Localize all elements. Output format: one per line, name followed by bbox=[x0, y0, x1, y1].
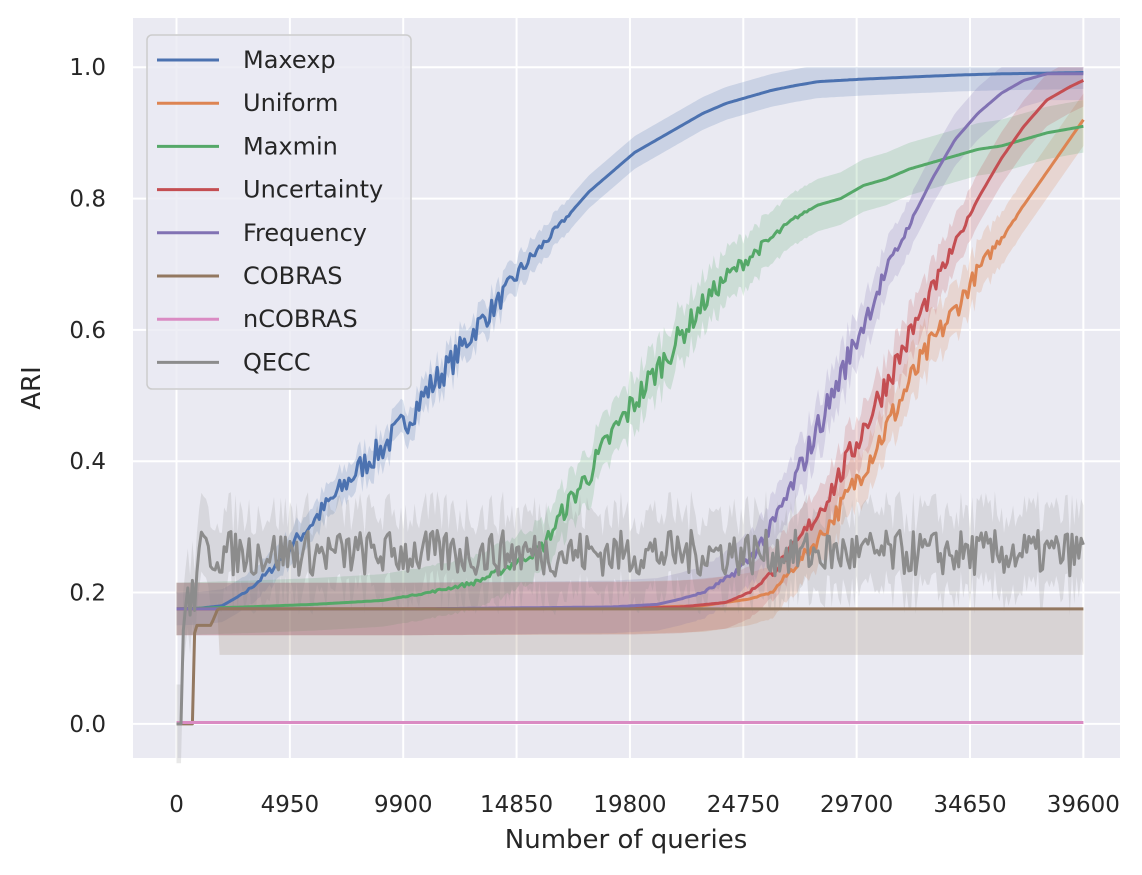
legend-label: Uniform bbox=[243, 89, 338, 117]
legend-label: Frequency bbox=[243, 219, 367, 247]
line-maxmin bbox=[176, 124, 1084, 611]
band-uniform bbox=[176, 93, 1084, 636]
x-tick-label: 39600 bbox=[1047, 792, 1120, 818]
x-tick-label: 29700 bbox=[820, 792, 893, 818]
legend: Maxexp Uniform Maxmin Uncertainty Frequency C… bbox=[146, 34, 412, 390]
x-tick-label: 34650 bbox=[933, 792, 1006, 818]
y-tick-label: 0.6 bbox=[69, 318, 106, 344]
x-tick-label: 19800 bbox=[593, 792, 666, 818]
legend-label: nCOBRAS bbox=[243, 305, 358, 333]
band-cobras bbox=[176, 608, 1084, 724]
band-frequency bbox=[176, 67, 1084, 636]
x-tick-label: 9900 bbox=[374, 792, 433, 818]
y-tick-label: 0.4 bbox=[69, 449, 106, 475]
legend-label: COBRAS bbox=[243, 262, 342, 290]
legend-label: Uncertainty bbox=[243, 176, 383, 204]
line-cobras bbox=[176, 607, 1084, 726]
x-tick-label: 0 bbox=[169, 792, 184, 818]
legend-label: QECC bbox=[243, 348, 311, 376]
y-tick-label: 0.0 bbox=[69, 712, 106, 738]
band-maxmin bbox=[176, 100, 1084, 636]
legend-box bbox=[146, 34, 412, 390]
x-tick-label: 4950 bbox=[261, 792, 320, 818]
x-tick-label: 24750 bbox=[707, 792, 780, 818]
y-tick-label: 0.8 bbox=[69, 187, 106, 213]
y-tick-label: 1.0 bbox=[69, 55, 106, 81]
line-qecc bbox=[176, 528, 1085, 726]
y-tick-label: 0.2 bbox=[69, 581, 106, 607]
legend-label: Maxmin bbox=[243, 132, 338, 160]
legend-label: Maxexp bbox=[243, 46, 336, 74]
line-maxexp bbox=[176, 71, 1084, 611]
x-tick-label: 14850 bbox=[480, 792, 553, 818]
series-lines bbox=[176, 71, 1085, 726]
y-axis-label: ARI bbox=[17, 366, 47, 410]
y-axis-ticks: 0.0 0.2 0.4 0.6 0.8 1.0 bbox=[69, 55, 106, 738]
x-axis-label: Number of queries bbox=[505, 825, 747, 855]
x-axis-ticks: 0 4950 9900 14850 19800 24750 29700 34650 39600 bbox=[169, 792, 1120, 818]
